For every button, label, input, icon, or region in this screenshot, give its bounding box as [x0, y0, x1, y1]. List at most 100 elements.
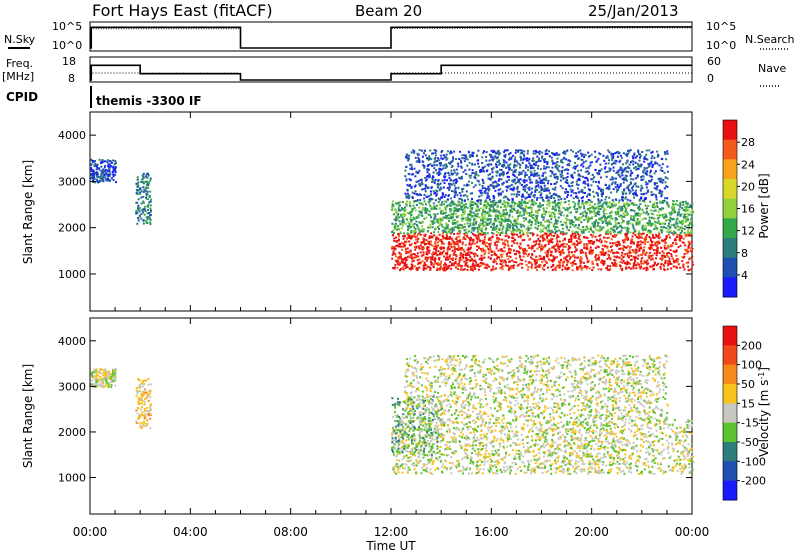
echo-cell [471, 197, 473, 200]
echo-cell [638, 205, 640, 208]
echo-cell [438, 239, 441, 242]
echo-cell [628, 249, 631, 252]
echo-cell [539, 182, 542, 184]
echo-cell [587, 227, 590, 230]
echo-cell [481, 156, 484, 159]
echo-cell [569, 226, 572, 229]
echo-cell [570, 175, 573, 178]
echo-cell [460, 161, 463, 164]
echo-cell [445, 268, 448, 271]
echo-cell [428, 155, 431, 158]
echo-cell [470, 174, 473, 177]
echo-cell [608, 159, 611, 162]
echo-cell [477, 208, 480, 211]
echo-cell [644, 224, 647, 227]
echo-cell [487, 189, 490, 192]
echo-cell [591, 249, 594, 252]
echo-cell [490, 153, 493, 156]
echo-cell [524, 249, 527, 252]
echo-cell [517, 150, 519, 153]
echo-cell [688, 224, 691, 226]
echo-cell [598, 210, 601, 213]
echo-cell [425, 239, 428, 242]
echo-cell [469, 207, 472, 210]
echo-cell [145, 216, 148, 219]
echo-cell [399, 262, 402, 265]
echo-cell [647, 241, 649, 244]
echo-cell [622, 255, 625, 258]
echo-cell [545, 228, 548, 231]
echo-cell [644, 239, 647, 242]
echo-cell [149, 223, 152, 225]
echo-cell [525, 174, 528, 176]
echo-cell [494, 260, 497, 263]
echo-cell [409, 244, 412, 247]
echo-cell [503, 250, 506, 253]
echo-cell [620, 216, 623, 219]
echo-cell [485, 223, 488, 226]
echo-cell [444, 262, 447, 265]
echo-cell [686, 203, 689, 206]
echo-cell [571, 184, 574, 187]
echo-cell [401, 216, 404, 219]
echo-cell [418, 266, 421, 269]
echo-cell [457, 245, 460, 248]
echo-cell [398, 242, 401, 245]
echo-cell [683, 215, 686, 218]
echo-cell [521, 231, 524, 234]
echo-cell [488, 163, 491, 166]
echo-cell [434, 160, 437, 163]
echo-cell [661, 163, 664, 166]
echo-cell [91, 175, 94, 178]
echo-cell [549, 240, 552, 243]
echo-cell [446, 258, 449, 261]
echo-cell [648, 219, 651, 222]
echo-cell [540, 204, 543, 207]
echo-cell [640, 178, 643, 181]
echo-cell [509, 163, 512, 166]
echo-cell [462, 257, 465, 260]
echo-cell [143, 188, 146, 191]
echo-cell [500, 231, 503, 234]
echo-cell [611, 204, 614, 207]
echo-cell [517, 263, 520, 266]
echo-cell [627, 245, 629, 248]
echo-cell [581, 162, 584, 165]
echo-cell [599, 208, 602, 210]
echo-cell [430, 208, 433, 211]
echo-cell [507, 201, 510, 204]
echo-cell [553, 182, 556, 185]
echo-cell [149, 177, 152, 180]
echo-cell [616, 170, 619, 173]
echo-cell [522, 188, 525, 191]
echo-cell [642, 251, 645, 254]
echo-cell [644, 241, 647, 244]
echo-cell [573, 225, 576, 228]
echo-cell [537, 181, 540, 184]
echo-cell [443, 264, 446, 267]
echo-cell [534, 152, 537, 155]
echo-cell [458, 230, 461, 233]
echo-cell [478, 265, 481, 268]
echo-cell [532, 240, 535, 243]
echo-cell [641, 232, 644, 235]
echo-cell [550, 156, 553, 159]
echo-cell [139, 187, 141, 190]
echo-cell [467, 247, 470, 250]
echo-cell [502, 225, 505, 228]
echo-cell [492, 197, 495, 199]
echo-cell [434, 262, 437, 265]
echo-cell [569, 160, 572, 163]
echo-cell [572, 221, 575, 223]
echo-cell [484, 263, 487, 266]
echo-cell [455, 241, 457, 244]
echo-cell [513, 205, 516, 208]
echo-cell [487, 252, 490, 255]
echo-cell [506, 205, 509, 208]
echo-cell [550, 218, 553, 221]
echo-cell [563, 221, 566, 224]
echo-cell [527, 194, 530, 197]
echo-cell [690, 268, 693, 271]
echo-cell [558, 262, 561, 265]
echo-cell [539, 202, 541, 205]
